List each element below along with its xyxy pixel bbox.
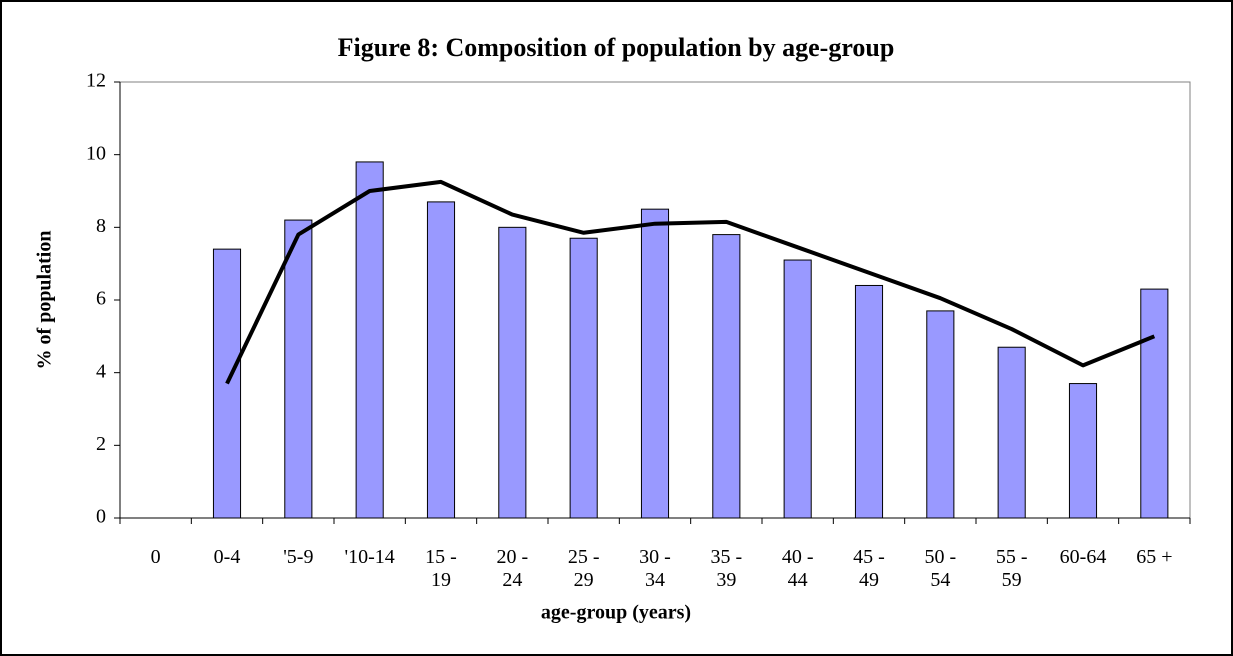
y-tick-label: 6 [96, 288, 106, 310]
x-tick-label: 20 - 24 [496, 546, 529, 591]
bar [854, 284, 884, 519]
bar [284, 219, 313, 519]
x-tick-label: 0-4 [213, 546, 241, 568]
y-axis-label: % of population [34, 231, 56, 370]
y-tick-label: 12 [86, 70, 106, 92]
y-tick-label: 2 [96, 433, 106, 455]
bar [569, 237, 598, 519]
x-tick-label: 30 - 34 [639, 546, 671, 591]
x-tick-label: 35 - 39 [710, 546, 743, 591]
bar [926, 310, 955, 519]
x-tick-label: '10-14 [344, 546, 395, 568]
y-tick-label: 4 [96, 360, 106, 382]
bar [1068, 383, 1098, 519]
bar [997, 346, 1026, 519]
bar [1140, 288, 1169, 519]
bar [355, 161, 384, 519]
x-tick-label: 50 - 54 [924, 546, 957, 591]
x-axis-label: age-group (years) [541, 602, 691, 624]
x-tick-label: '5-9 [283, 546, 314, 568]
bar [498, 226, 527, 519]
x-tick-label: 65 + [1136, 546, 1173, 568]
x-tick-label: 45 - 49 [853, 546, 885, 591]
bar [783, 259, 812, 519]
bar [212, 248, 242, 519]
y-tick-label: 8 [96, 215, 106, 237]
x-tick-label: 0 [150, 546, 161, 568]
chart-title: Figure 8: Composition of population by a… [338, 33, 895, 62]
y-tick-label: 0 [96, 506, 106, 528]
bar [426, 201, 456, 519]
bar [712, 234, 741, 519]
x-tick-label: 55 - 59 [995, 546, 1028, 591]
x-tick-label: 60-64 [1059, 546, 1107, 568]
x-tick-label: 15 - 19 [425, 546, 457, 591]
bar [640, 208, 670, 519]
x-tick-label: 25 - 29 [567, 546, 600, 591]
x-tick-label: 40 - 44 [781, 546, 814, 591]
line [225, 179, 1156, 385]
y-tick-label: 10 [86, 142, 106, 164]
